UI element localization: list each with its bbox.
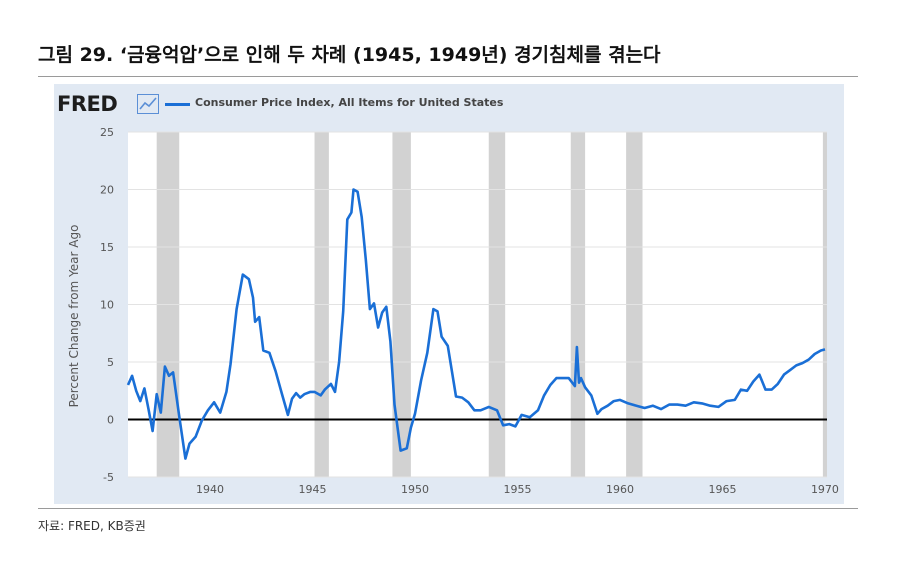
legend-swatch (165, 103, 190, 106)
y-tick-label: 20 (100, 184, 114, 197)
x-tick-label: 1970 (811, 483, 839, 496)
y-tick-label: 15 (100, 241, 114, 254)
y-tick-label: 5 (107, 356, 114, 369)
x-tick-label: 1960 (606, 483, 634, 496)
y-tick-label: 0 (107, 414, 114, 427)
title-divider (38, 76, 858, 77)
source-note: 자료: FRED, KB증권 (38, 519, 146, 533)
y-tick-label: 10 (100, 299, 114, 312)
tick-labels: -5 0 5 10 15 20 25 1940 1945 1950 1955 1960 1965 1970 (100, 126, 839, 496)
x-tick-label: 1965 (708, 483, 736, 496)
fred-logo: FRED (57, 92, 118, 116)
y-tick-label: -5 (103, 471, 114, 484)
footer-divider (38, 508, 858, 509)
y-tick-label: 25 (100, 126, 114, 139)
x-tick-label: 1955 (503, 483, 531, 496)
y-axis-label: Percent Change from Year Ago (67, 224, 81, 408)
chart-line-icon (137, 94, 159, 114)
x-tick-label: 1950 (401, 483, 429, 496)
series-line-cpi (126, 188, 826, 460)
figure-title: 그림 29. ‘금융억압’으로 인해 두 차례 (1945, 1949년) 경기… (38, 44, 661, 66)
x-tick-label: 1945 (298, 483, 326, 496)
legend-label: Consumer Price Index, All Items for Unit… (195, 96, 504, 109)
x-tick-label: 1940 (196, 483, 224, 496)
